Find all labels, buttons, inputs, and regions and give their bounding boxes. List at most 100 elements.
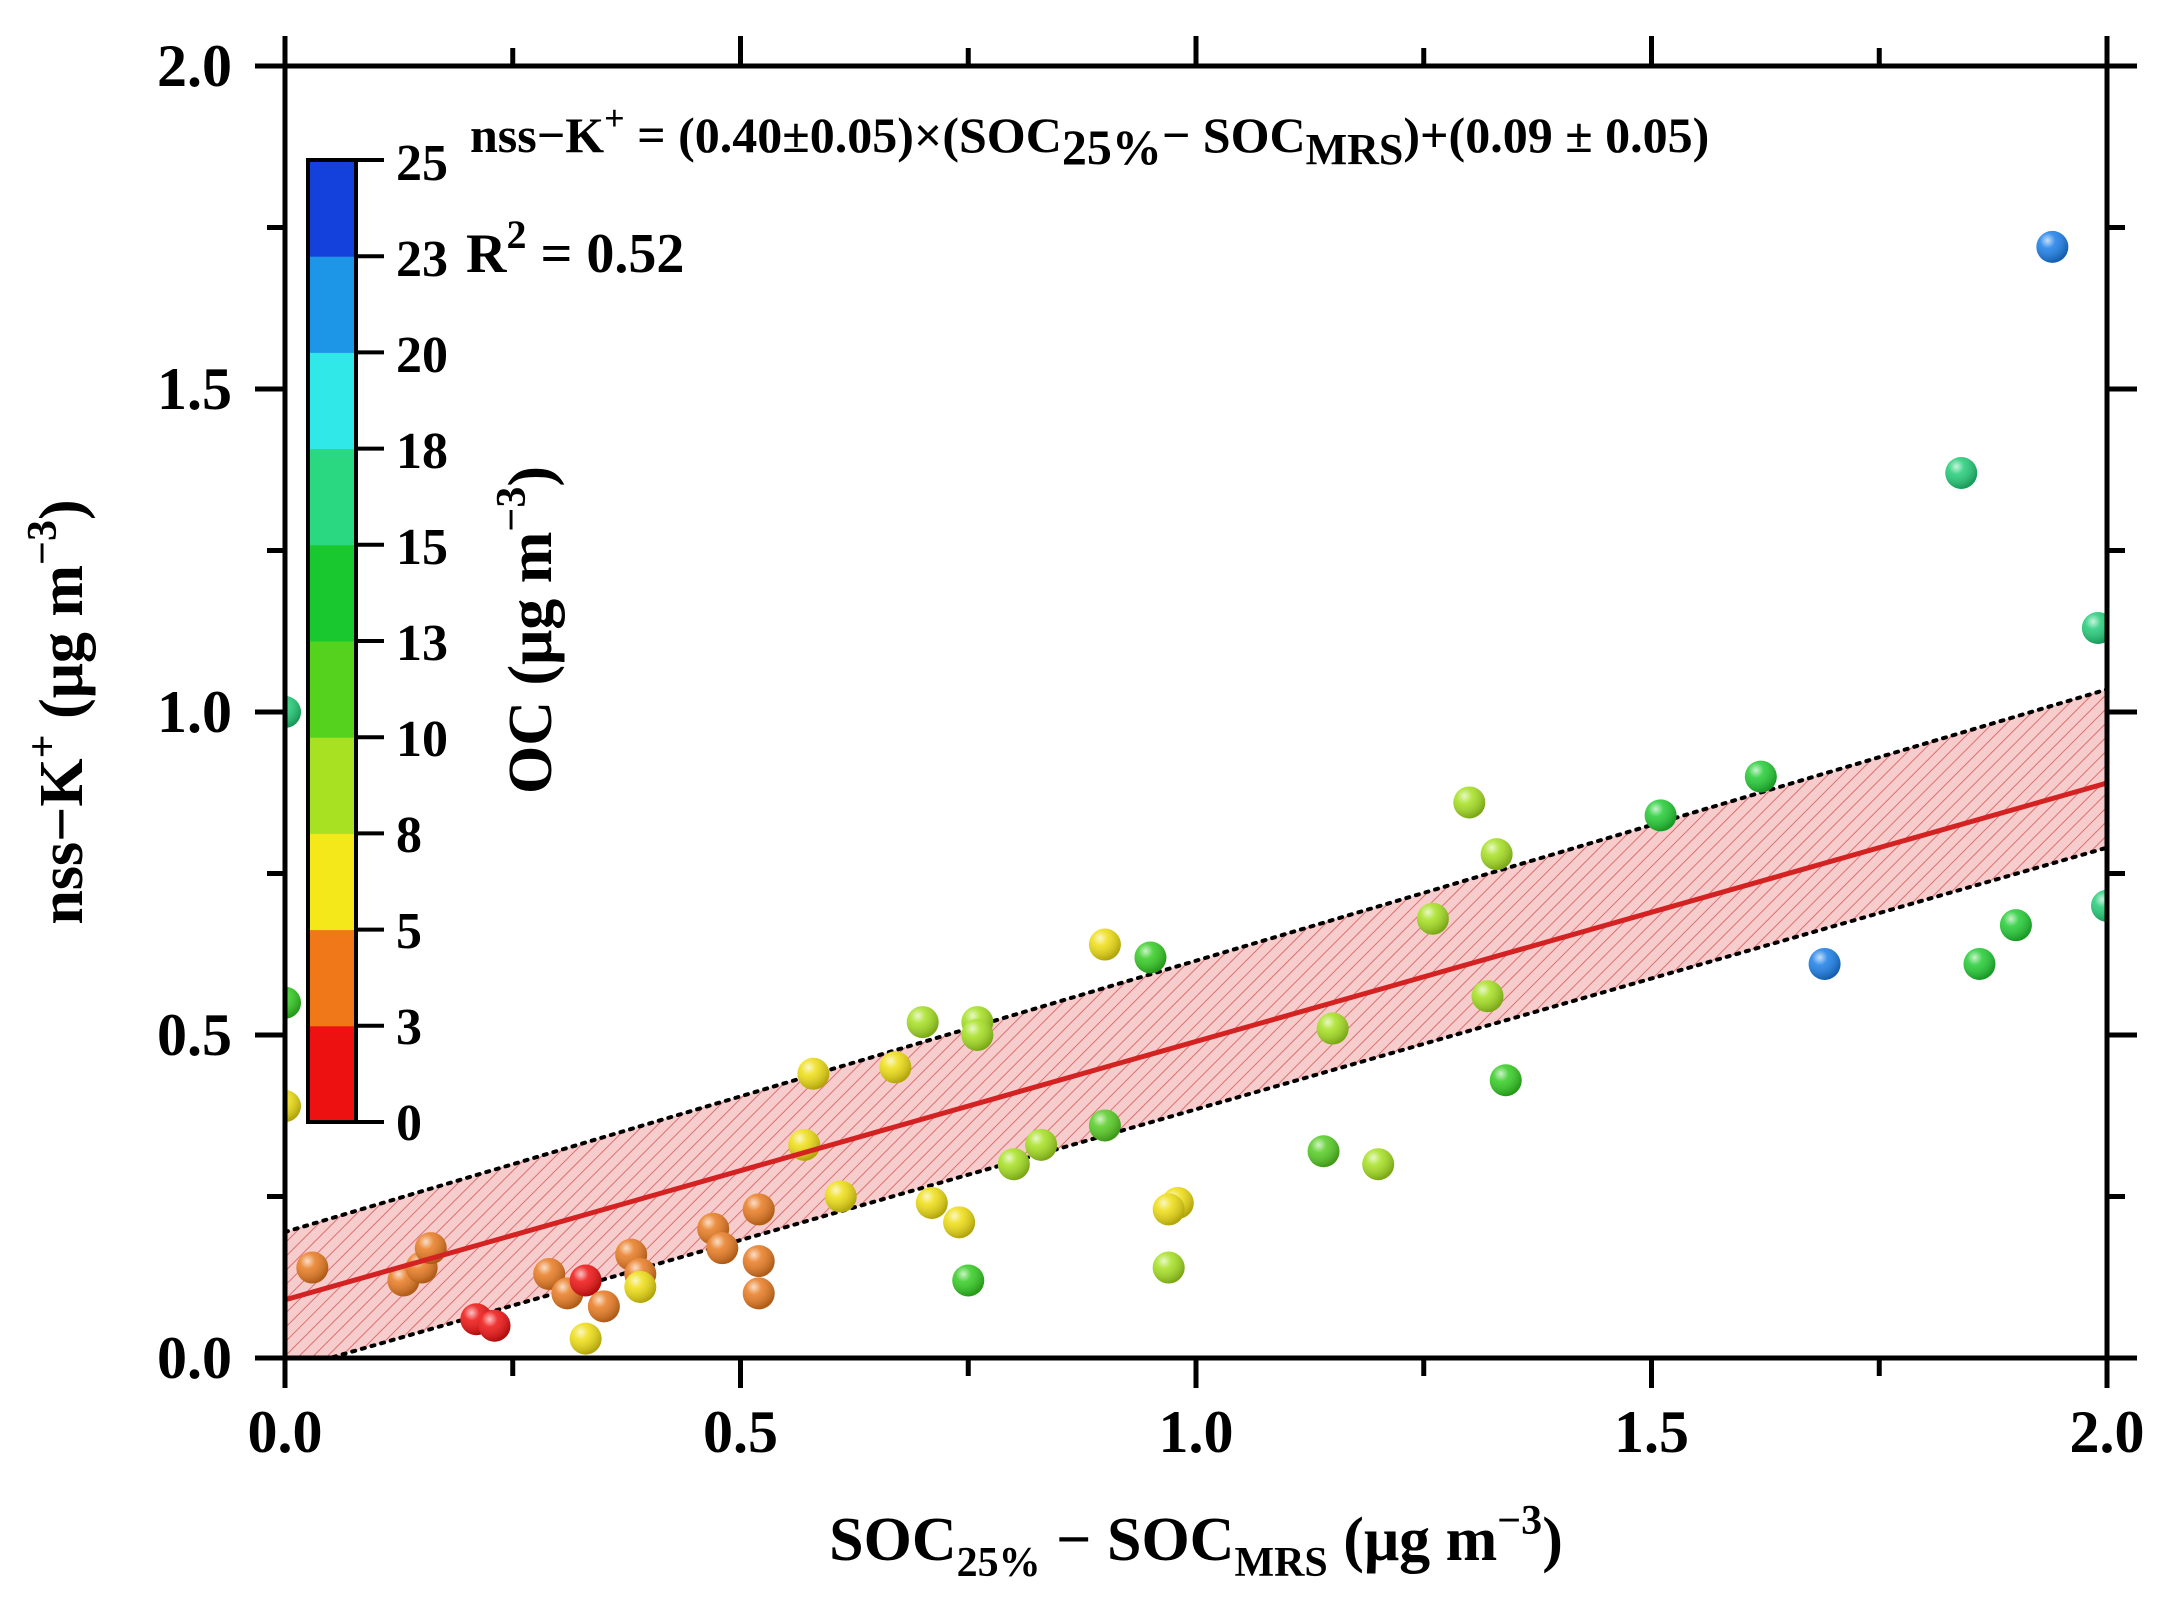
data-point-shine — [997, 1148, 1030, 1181]
data-point — [1025, 1128, 1058, 1161]
data-point-shine — [952, 1264, 985, 1297]
data-point — [1416, 902, 1449, 935]
colorbar-tick-label: 20 — [396, 327, 448, 384]
data-point — [1808, 947, 1841, 980]
y-tick-label: 1.5 — [157, 356, 232, 422]
data-point-shine — [569, 1322, 602, 1355]
data-point — [915, 1186, 948, 1219]
x-tick-label: 2.0 — [2070, 1399, 2145, 1465]
data-point — [587, 1290, 620, 1323]
colorbar-tick-label: 10 — [396, 711, 448, 768]
data-point-shine — [961, 1019, 994, 1051]
data-point-shine — [1316, 1012, 1349, 1045]
data-point-shine — [1480, 838, 1513, 871]
data-point — [2036, 230, 2069, 263]
data-point-shine — [742, 1245, 775, 1278]
x-tick-label: 1.0 — [1159, 1399, 1234, 1465]
data-point-shine — [587, 1290, 620, 1323]
data-point — [706, 1232, 739, 1265]
data-point — [1152, 1193, 1185, 1226]
confidence-band-layer — [285, 687, 2107, 1358]
confidence-band — [285, 689, 2107, 1358]
colorbar-segments — [308, 160, 356, 1123]
data-point — [1316, 1012, 1349, 1045]
data-point-shine — [2091, 889, 2107, 922]
data-point-shine — [1088, 928, 1121, 961]
data-point — [961, 1019, 994, 1051]
data-point-shine — [1416, 902, 1449, 935]
r-squared: R2 = 0.52 — [466, 212, 684, 285]
data-point-shine — [1471, 980, 1504, 1013]
upper-band-line — [285, 687, 2107, 1235]
data-point — [797, 1057, 830, 1090]
data-point-shine — [1945, 456, 1978, 489]
data-point-shine — [285, 1090, 301, 1123]
data-point-shine — [1362, 1148, 1395, 1181]
colorbar: 0 3 5 8 10 13 15 18 20 23 25 OC (μg m−3) — [306, 135, 565, 1152]
data-point-shine — [824, 1180, 857, 1213]
colorbar-segment — [308, 641, 356, 738]
data-point — [296, 1251, 329, 1284]
colorbar-segment — [308, 833, 356, 931]
data-point-shine — [2036, 230, 2069, 263]
data-point — [1489, 1064, 1522, 1097]
data-point-shine — [1025, 1128, 1058, 1161]
x-axis-title: SOC25% − SOCMRS (μg m−3) — [829, 1498, 1563, 1586]
data-point-shine — [1999, 909, 2032, 942]
data-point — [1134, 941, 1167, 974]
data-point — [1480, 838, 1513, 871]
colorbar-segment — [308, 1025, 356, 1123]
colorbar-tick-label: 23 — [396, 231, 448, 288]
data-point — [285, 696, 301, 728]
data-point — [742, 1193, 775, 1226]
colorbar-tick-label: 25 — [396, 135, 448, 192]
data-point-shine — [742, 1193, 775, 1226]
data-point — [478, 1309, 511, 1342]
data-point-shine — [1152, 1193, 1185, 1226]
data-point — [1088, 928, 1121, 961]
regression-line — [285, 780, 2107, 1303]
data-point-shine — [1088, 1109, 1121, 1142]
data-point — [742, 1277, 775, 1310]
data-point — [2081, 612, 2107, 645]
data-point — [1644, 799, 1677, 832]
data-point — [1088, 1109, 1121, 1142]
y-axis-tick-labels: 0.0 0.5 1.0 1.5 2.0 — [157, 33, 232, 1391]
data-point — [1963, 947, 1996, 980]
data-point-shine — [906, 1006, 939, 1039]
data-point — [1999, 909, 2032, 942]
data-point-shine — [2081, 612, 2107, 645]
data-point-shine — [1744, 760, 1777, 793]
data-point — [879, 1051, 912, 1084]
data-point-shine — [879, 1051, 912, 1084]
scatter-points-layer — [285, 230, 2107, 1355]
data-point — [742, 1245, 775, 1278]
colorbar-ticks — [356, 158, 384, 1124]
data-point — [1453, 786, 1486, 819]
y-tick-label: 2.0 — [157, 33, 232, 99]
data-point-shine — [1453, 786, 1486, 819]
data-point-shine — [943, 1206, 976, 1239]
data-point-shine — [285, 696, 301, 728]
colorbar-segment — [308, 256, 356, 353]
colorbar-tick-label: 15 — [396, 519, 448, 576]
x-tick-label: 0.0 — [248, 1399, 323, 1465]
data-point — [1152, 1251, 1185, 1284]
colorbar-segment — [308, 352, 356, 450]
data-point-shine — [1152, 1251, 1185, 1284]
colorbar-tick-label: 5 — [396, 903, 422, 960]
data-point-shine — [296, 1251, 329, 1284]
data-point-shine — [1808, 947, 1841, 980]
y-axis-title: nss−K+ (μg m−3) — [20, 499, 96, 924]
colorbar-segment — [308, 448, 356, 546]
data-point — [2091, 889, 2107, 922]
colorbar-tick-label: 3 — [396, 999, 422, 1056]
data-point — [569, 1322, 602, 1355]
colorbar-tick-label: 13 — [396, 615, 448, 672]
colorbar-tick-label: 18 — [396, 423, 448, 480]
data-point-shine — [285, 986, 301, 1019]
data-point — [285, 1090, 301, 1123]
colorbar-segment — [308, 544, 356, 642]
data-point-shine — [569, 1264, 602, 1297]
